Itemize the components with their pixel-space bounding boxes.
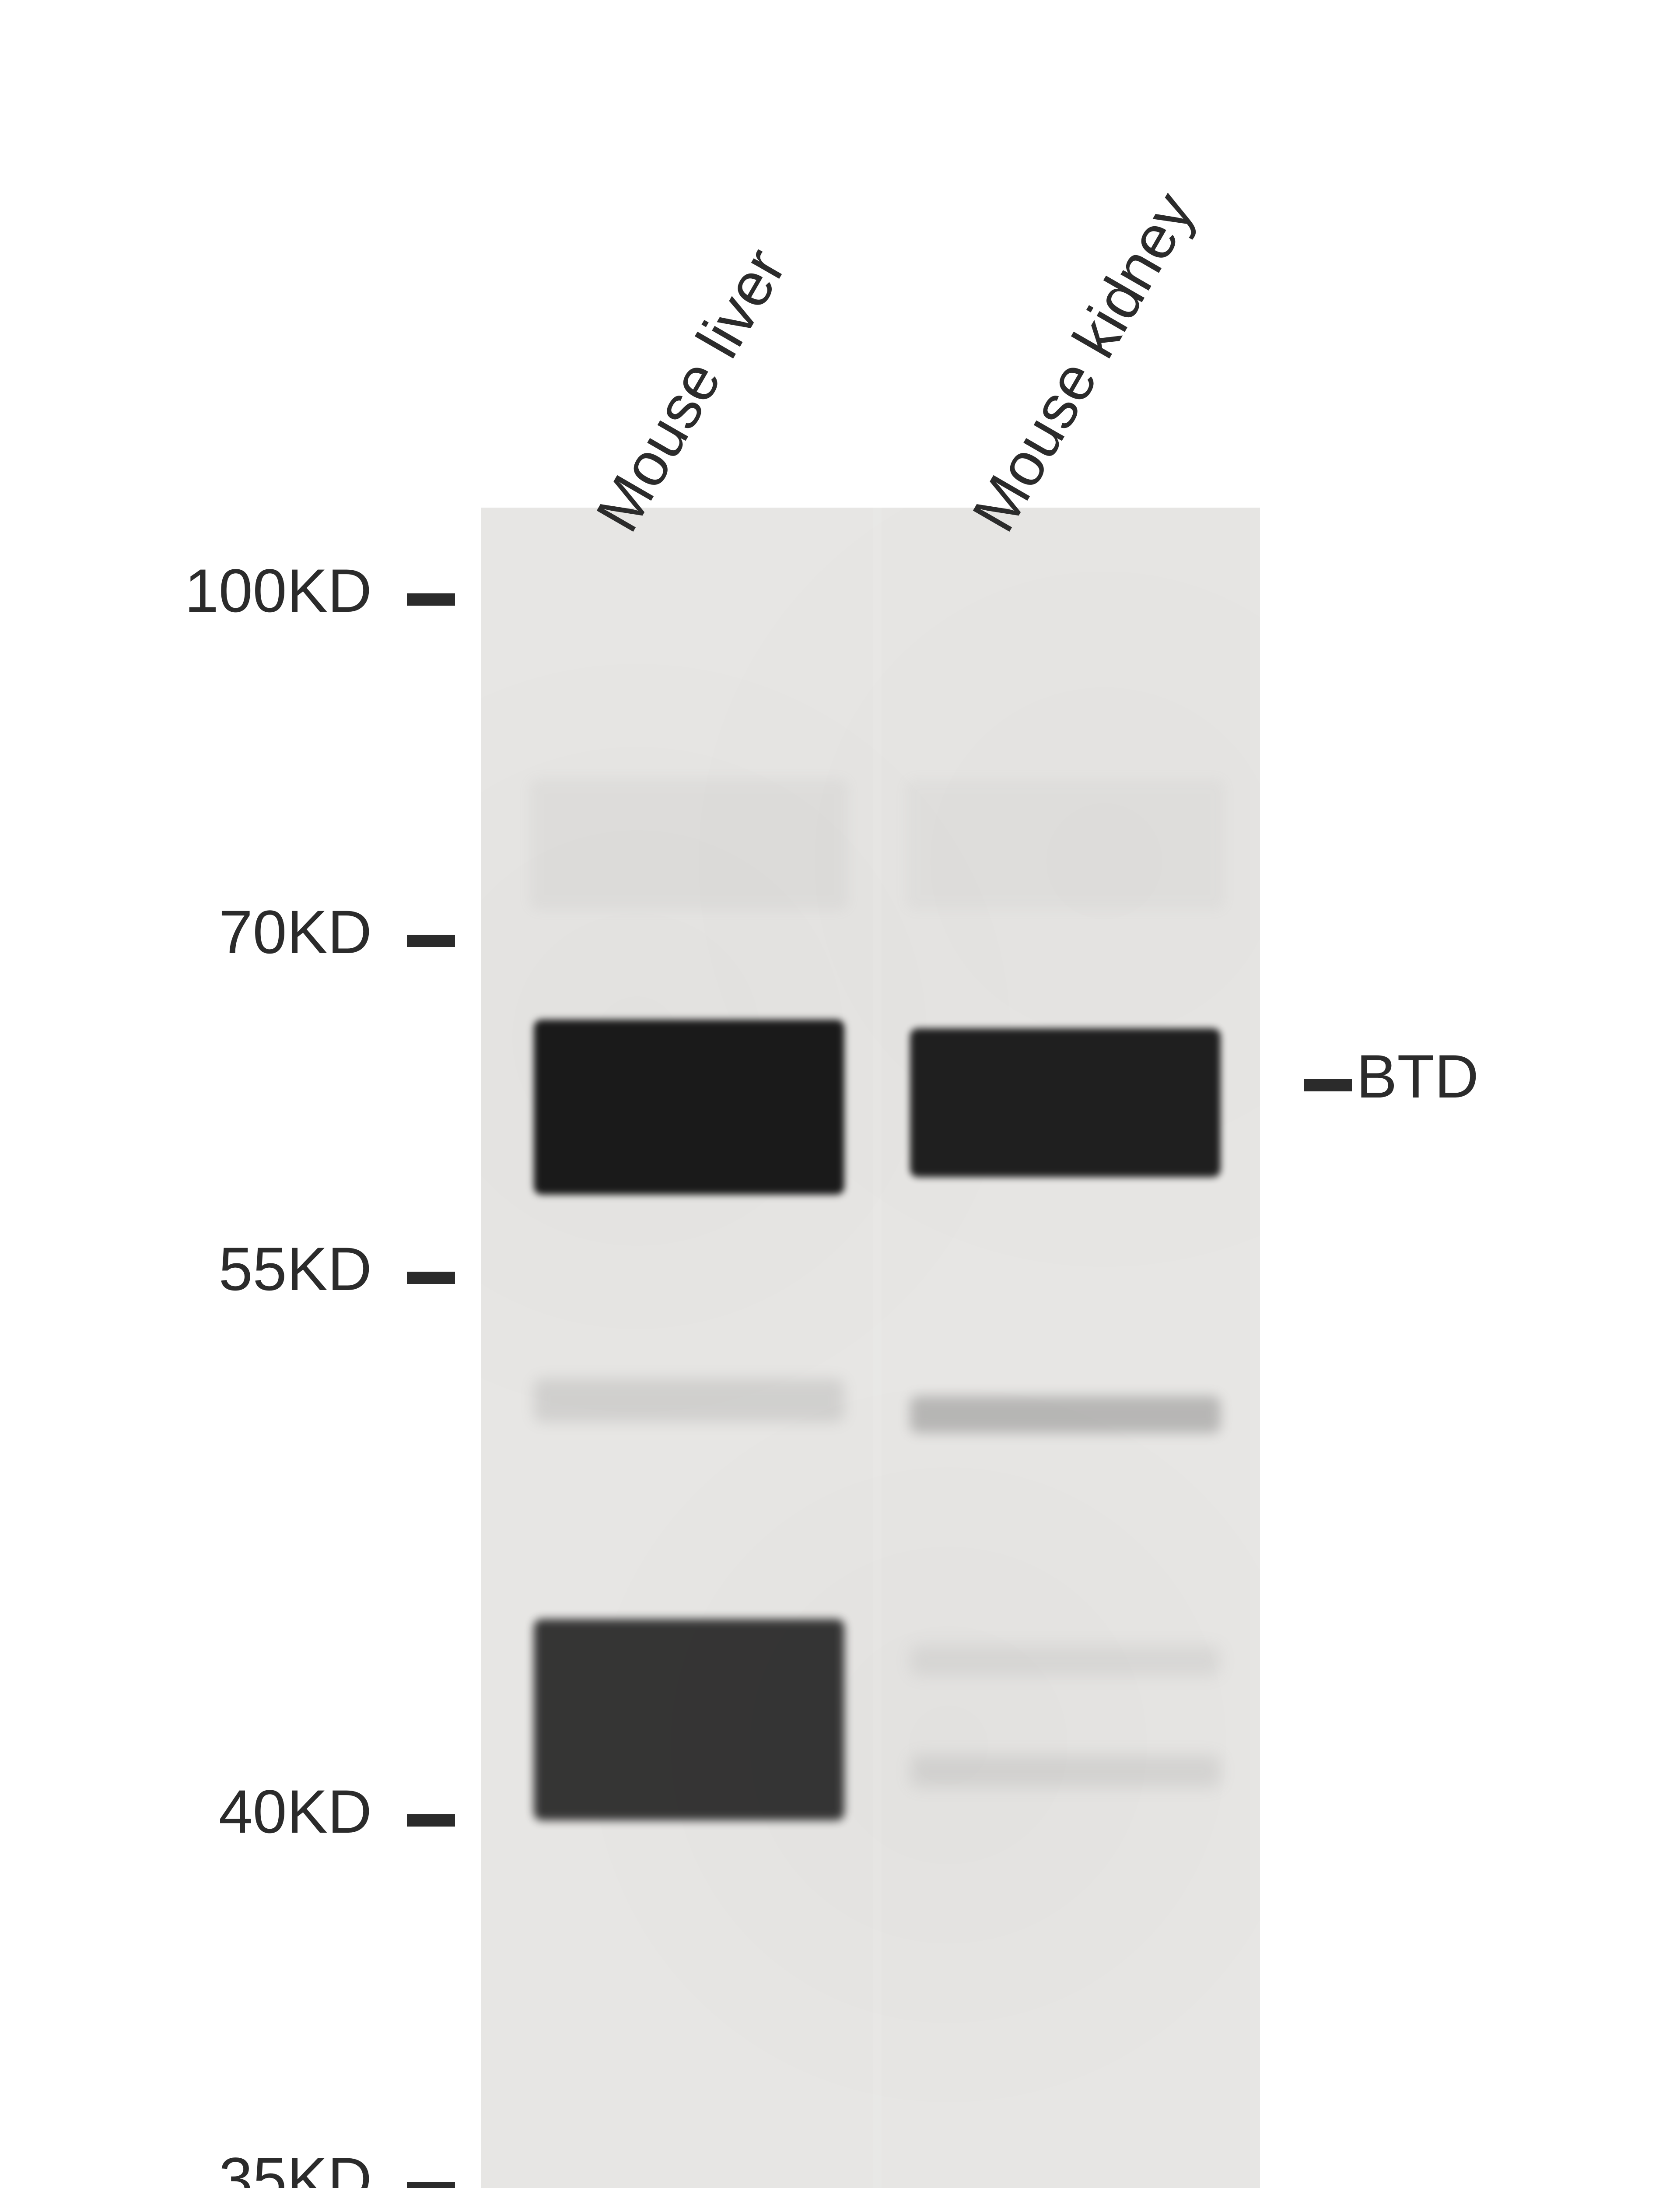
mw-label: 100KD <box>185 555 372 626</box>
blot-band <box>534 1378 844 1422</box>
blot-band <box>910 1755 1221 1788</box>
blot-band <box>534 1619 844 1820</box>
mw-label: 55KD <box>219 1234 372 1304</box>
target-label: BTD <box>1356 1041 1479 1112</box>
blot-smudge <box>529 779 849 910</box>
mw-tick <box>407 1272 455 1284</box>
figure-stage: 100KD 70KD 55KD 40KD 35KD BTD Mouse liver Mouse… <box>0 0 1680 2188</box>
mw-label: 35KD <box>219 2144 372 2188</box>
mw-tick <box>407 1814 455 1827</box>
mw-label: 70KD <box>219 897 372 968</box>
blot-smudge <box>906 779 1225 910</box>
blot-band <box>910 1645 1221 1676</box>
lane-label: Mouse kidney <box>958 180 1208 543</box>
mw-tick <box>407 2182 455 2188</box>
mw-label: 40KD <box>219 1776 372 1847</box>
mw-tick <box>407 935 455 947</box>
blot-band <box>910 1028 1221 1177</box>
mw-tick <box>407 593 455 606</box>
target-tick <box>1304 1079 1352 1091</box>
blot-band <box>910 1396 1221 1433</box>
lane-separator <box>873 508 882 2188</box>
blot-noise <box>481 508 1260 2188</box>
blot-band <box>534 1020 844 1195</box>
lane-label: Mouse liver <box>582 237 800 543</box>
